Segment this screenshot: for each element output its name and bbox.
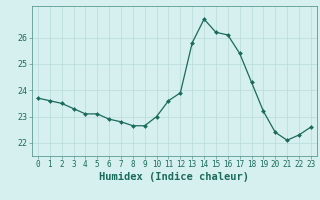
X-axis label: Humidex (Indice chaleur): Humidex (Indice chaleur) bbox=[100, 172, 249, 182]
